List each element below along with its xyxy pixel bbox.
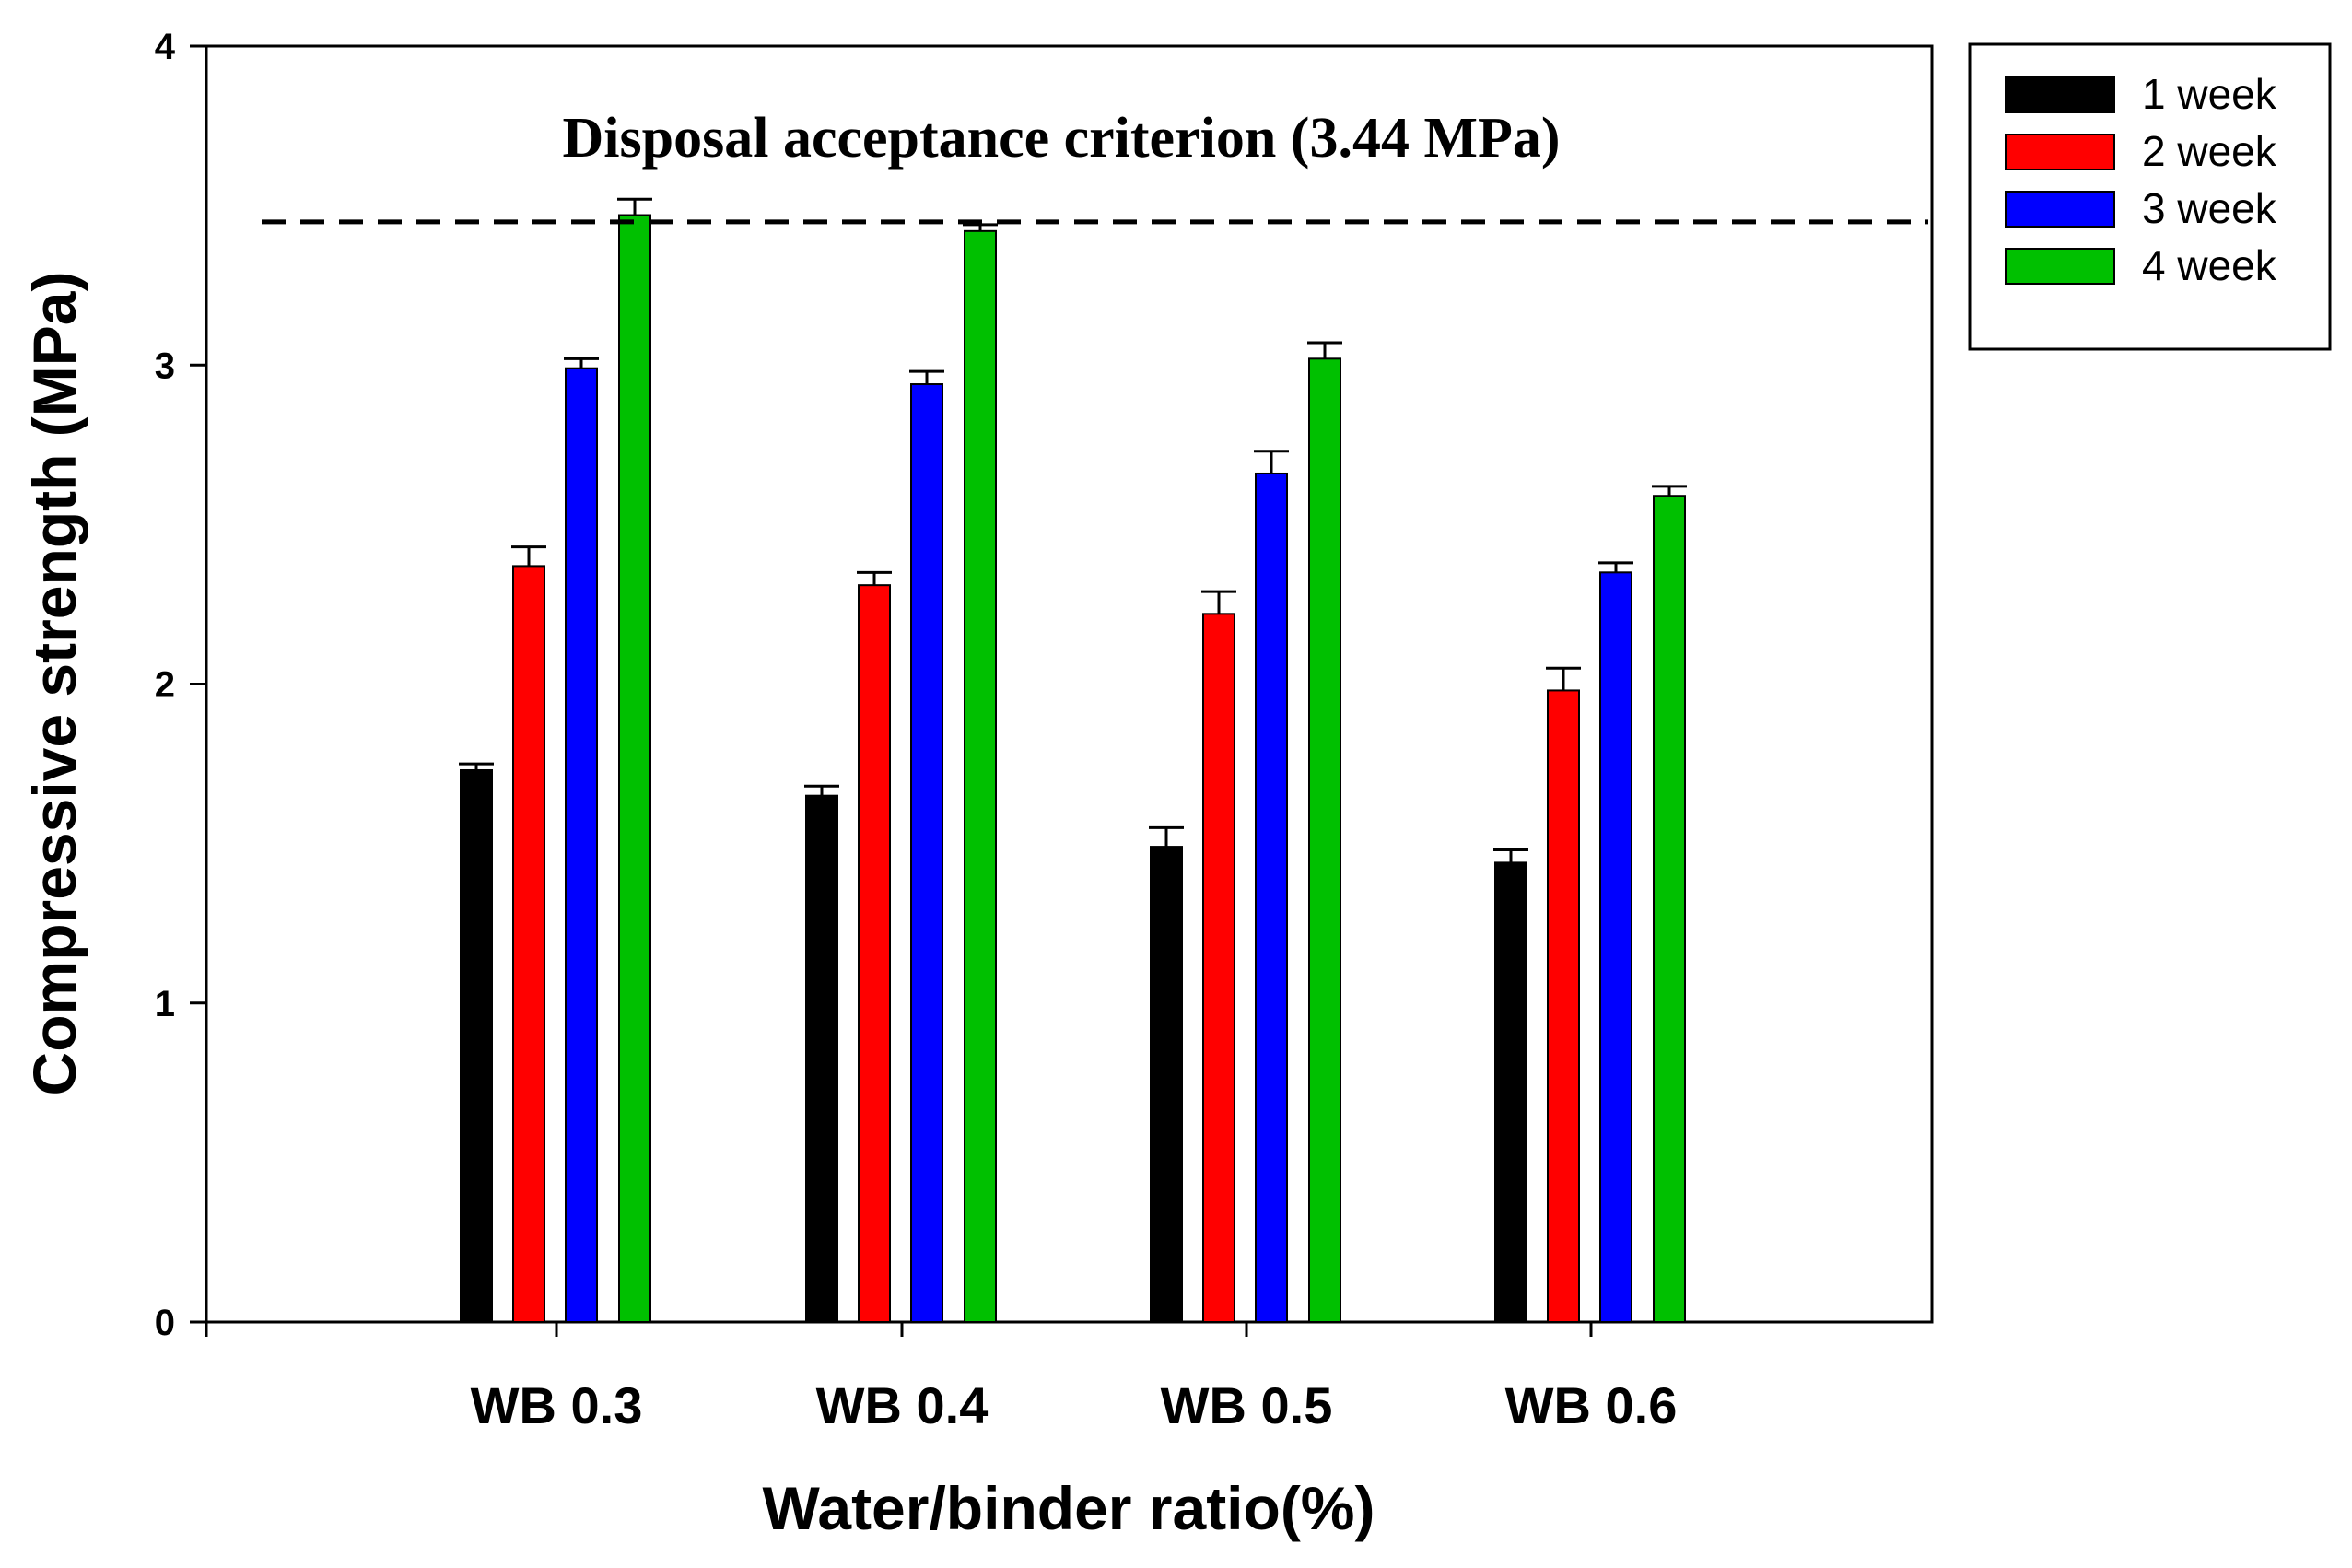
bar <box>512 565 545 1323</box>
bar <box>565 367 598 1323</box>
bar <box>910 383 943 1323</box>
x-tick-label: WB 0.4 <box>816 1376 989 1434</box>
bar <box>1202 613 1235 1323</box>
bar <box>964 229 997 1324</box>
x-tick-label: WB 0.3 <box>471 1376 643 1434</box>
bar <box>460 768 493 1323</box>
bar <box>805 794 838 1323</box>
y-axis-title: Compressive strength (MPa) <box>20 272 88 1096</box>
bar <box>1308 357 1341 1324</box>
x-tick-label: WB 0.5 <box>1161 1376 1333 1434</box>
bar <box>1599 571 1632 1323</box>
legend-swatch <box>2005 76 2115 113</box>
legend-label: 3 week <box>2142 184 2277 232</box>
bar <box>858 584 891 1323</box>
bar <box>1653 495 1686 1323</box>
x-axis-title: Water/binder ratio(%) <box>763 1474 1375 1542</box>
x-tick-label: WB 0.6 <box>1505 1376 1678 1434</box>
y-tick-label: 4 <box>155 27 176 67</box>
legend-swatch <box>2005 248 2115 285</box>
y-tick-label: 3 <box>155 345 175 386</box>
bar <box>1494 861 1527 1324</box>
legend-label: 1 week <box>2142 70 2277 118</box>
legend-label: 4 week <box>2142 241 2277 289</box>
y-tick-label: 0 <box>155 1303 175 1343</box>
legend-swatch <box>2005 134 2115 170</box>
criterion-label: Disposal acceptance criterion (3.44 MPa) <box>562 107 1560 170</box>
bar <box>1547 689 1580 1323</box>
y-tick-label: 1 <box>155 984 175 1024</box>
bar <box>1150 846 1183 1323</box>
legend-label: 2 week <box>2142 127 2277 175</box>
bar <box>618 214 651 1324</box>
bar <box>1255 472 1288 1323</box>
y-tick-label: 2 <box>155 665 175 706</box>
legend-swatch <box>2005 191 2115 228</box>
